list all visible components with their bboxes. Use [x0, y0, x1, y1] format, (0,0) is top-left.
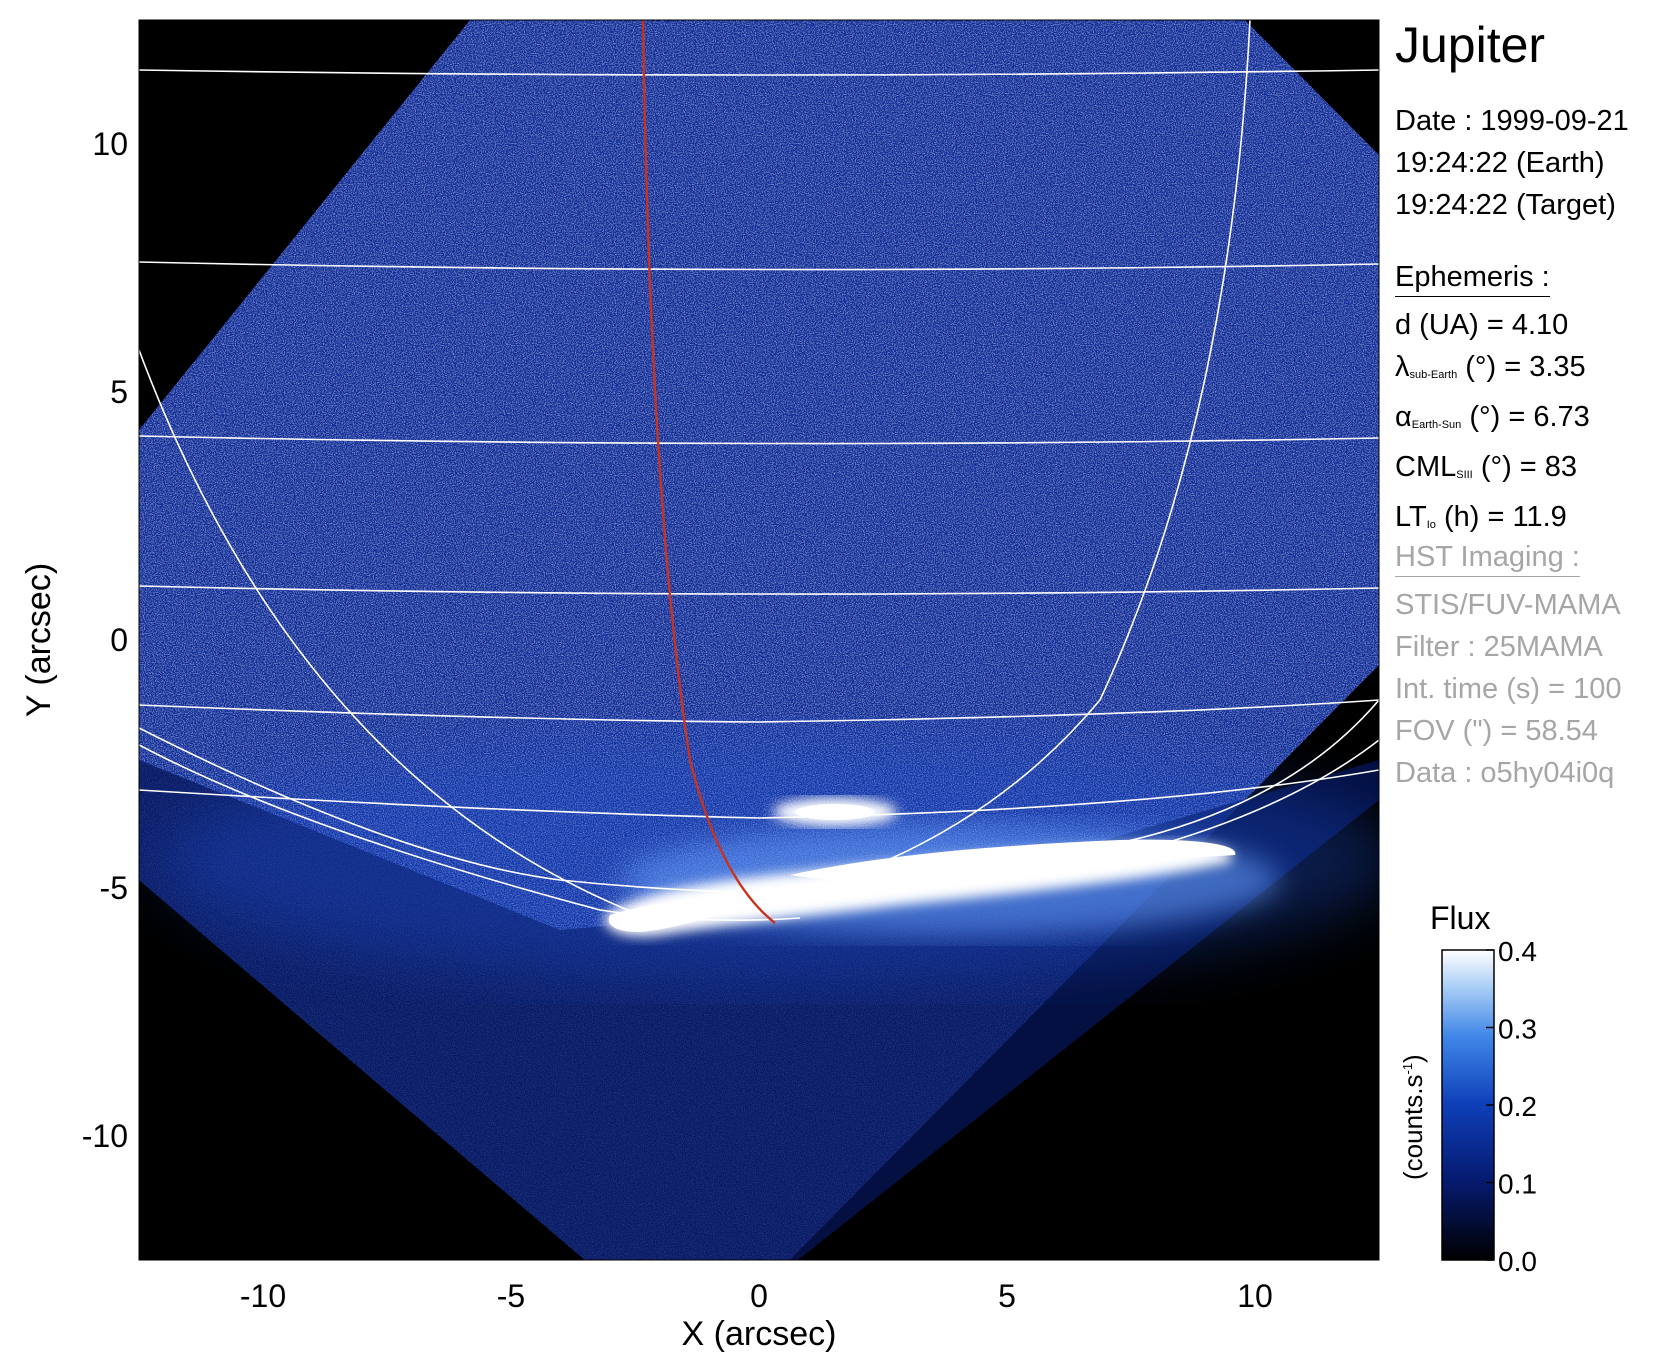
ephemeris-row: CMLSIII (°) = 83 [1395, 446, 1590, 496]
ephemeris-unit: (°) [1469, 401, 1501, 433]
x-tick-label: -5 [497, 1278, 525, 1314]
ephemeris-row: d (UA) = 4.10 [1395, 304, 1590, 346]
colorbar-unit-label: (counts.s-1) [1398, 1054, 1429, 1180]
ephemeris-sub: Io [1426, 519, 1436, 531]
x-axis-label: X (arcsec) [682, 1315, 837, 1353]
latitude-line [139, 727, 1379, 894]
x-axis-ticks: -10 -5 0 5 10 [240, 1278, 1273, 1314]
hst-imaging-block: HST Imaging : STIS/FUV-MAMA Filter : 25MA… [1395, 536, 1621, 794]
colorbar-tick-label: 0.0 [1498, 1246, 1537, 1277]
y-axis-ticks: 10 5 0 -5 -10 [82, 126, 128, 1154]
observation-time-block: Date : 1999-09-21 19:24:22 (Earth) 19:24… [1395, 100, 1629, 226]
ephemeris-value: = 83 [1519, 451, 1578, 483]
hst-info-line: FOV (") = 58.54 [1395, 715, 1598, 747]
colorbar-ticks: 0.4 0.3 0.2 0.1 0.0 [1486, 936, 1537, 1277]
earth-time-line: 19:24:22 (Earth) [1395, 147, 1605, 179]
aurora-emission [604, 798, 1280, 937]
hst-info-line: Int. time (s) = 100 [1395, 673, 1622, 705]
hst-info-line: STIS/FUV-MAMA [1395, 589, 1621, 621]
ephemeris-row: αEarth-Sun (°) = 6.73 [1395, 396, 1590, 446]
target-time-line: 19:24:22 (Target) [1395, 189, 1616, 221]
ephemeris-header: Ephemeris : [1395, 261, 1550, 297]
colorbar-tick-label: 0.1 [1498, 1169, 1537, 1200]
ephemeris-sub: SIII [1456, 469, 1473, 481]
latitude-line [139, 261, 1379, 271]
colorbar-tick-label: 0.2 [1498, 1091, 1537, 1122]
ephemeris-label: LT [1395, 501, 1427, 533]
latitude-line [139, 699, 1379, 723]
ephemeris-label: λ [1395, 351, 1410, 383]
x-tick-label: -10 [240, 1278, 286, 1314]
colorbar-tick-label: 0.4 [1498, 936, 1537, 967]
ephemeris-value: = 3.35 [1504, 351, 1586, 383]
longitude-line [139, 744, 801, 922]
colorbar-tick-label: 0.3 [1498, 1014, 1537, 1045]
y-tick-label: -5 [100, 870, 128, 906]
io-footpath-line [641, 20, 776, 924]
ephemeris-rows: d (UA) = 4.10 λsub-Earth (°) = 3.35 αEarth… [1395, 304, 1590, 546]
latitude-line [139, 435, 1379, 445]
y-tick-label: 0 [110, 622, 128, 658]
ephemeris-value: = 6.73 [1508, 401, 1590, 433]
planetographic-grid [139, 20, 1379, 922]
y-tick-label: -10 [82, 1118, 128, 1154]
longitude-line [139, 349, 641, 916]
colorbar: 0.4 0.3 0.2 0.1 0.0 [1441, 936, 1537, 1277]
ephemeris-row: λsub-Earth (°) = 3.35 [1395, 346, 1590, 396]
target-title: Jupiter [1395, 17, 1546, 73]
plot-frame [138, 19, 1380, 1261]
hst-info-line: Data : o5hy04i0q [1395, 757, 1615, 789]
colorbar-unit-text: (counts.s [1398, 1074, 1428, 1181]
latitude-line [139, 585, 1379, 595]
ephemeris-value: = 11.9 [1487, 501, 1567, 533]
ephemeris-row: LTIo (h) = 11.9 [1395, 496, 1590, 546]
y-axis-label: Y (arcsec) [20, 563, 58, 717]
hst-rows: STIS/FUV-MAMA Filter : 25MAMA Int. time (s… [1395, 584, 1621, 794]
ephemeris-label: α [1395, 401, 1412, 433]
colorbar-gradient [1441, 949, 1495, 1261]
longitude-line [999, 699, 1379, 861]
colorbar-unit-close: ) [1398, 1054, 1428, 1063]
x-tick-label: 5 [998, 1278, 1016, 1314]
ephemeris-label: CML [1395, 451, 1457, 483]
ephemeris-sub: sub-Earth [1409, 369, 1458, 381]
ephemeris-unit: (°) [1480, 451, 1512, 483]
x-tick-label: 10 [1237, 1278, 1273, 1314]
ephemeris-sub: Earth-Sun [1411, 419, 1462, 431]
ephemeris-block: Ephemeris : d (UA) = 4.10 λsub-Earth (°) … [1395, 256, 1590, 546]
latitude-line [139, 69, 1379, 76]
colorbar-unit-exponent: -1 [1400, 1062, 1415, 1075]
ephemeris-label: d (UA) [1395, 309, 1479, 341]
ephemeris-value: = 4.10 [1486, 309, 1569, 341]
image-panel [139, 20, 1379, 1260]
colorbar-title: Flux [1430, 900, 1491, 936]
latitude-line [139, 769, 1379, 819]
ephemeris-unit: (h) [1443, 501, 1480, 533]
longitude-line [679, 20, 1251, 919]
hst-info-line: Filter : 25MAMA [1395, 631, 1603, 663]
y-tick-label: 10 [92, 126, 128, 162]
y-tick-label: 5 [110, 374, 128, 410]
date-line: Date : 1999-09-21 [1395, 105, 1629, 137]
hst-header: HST Imaging : [1395, 541, 1580, 577]
ephemeris-unit: (°) [1465, 351, 1497, 383]
x-tick-label: 0 [750, 1278, 768, 1314]
